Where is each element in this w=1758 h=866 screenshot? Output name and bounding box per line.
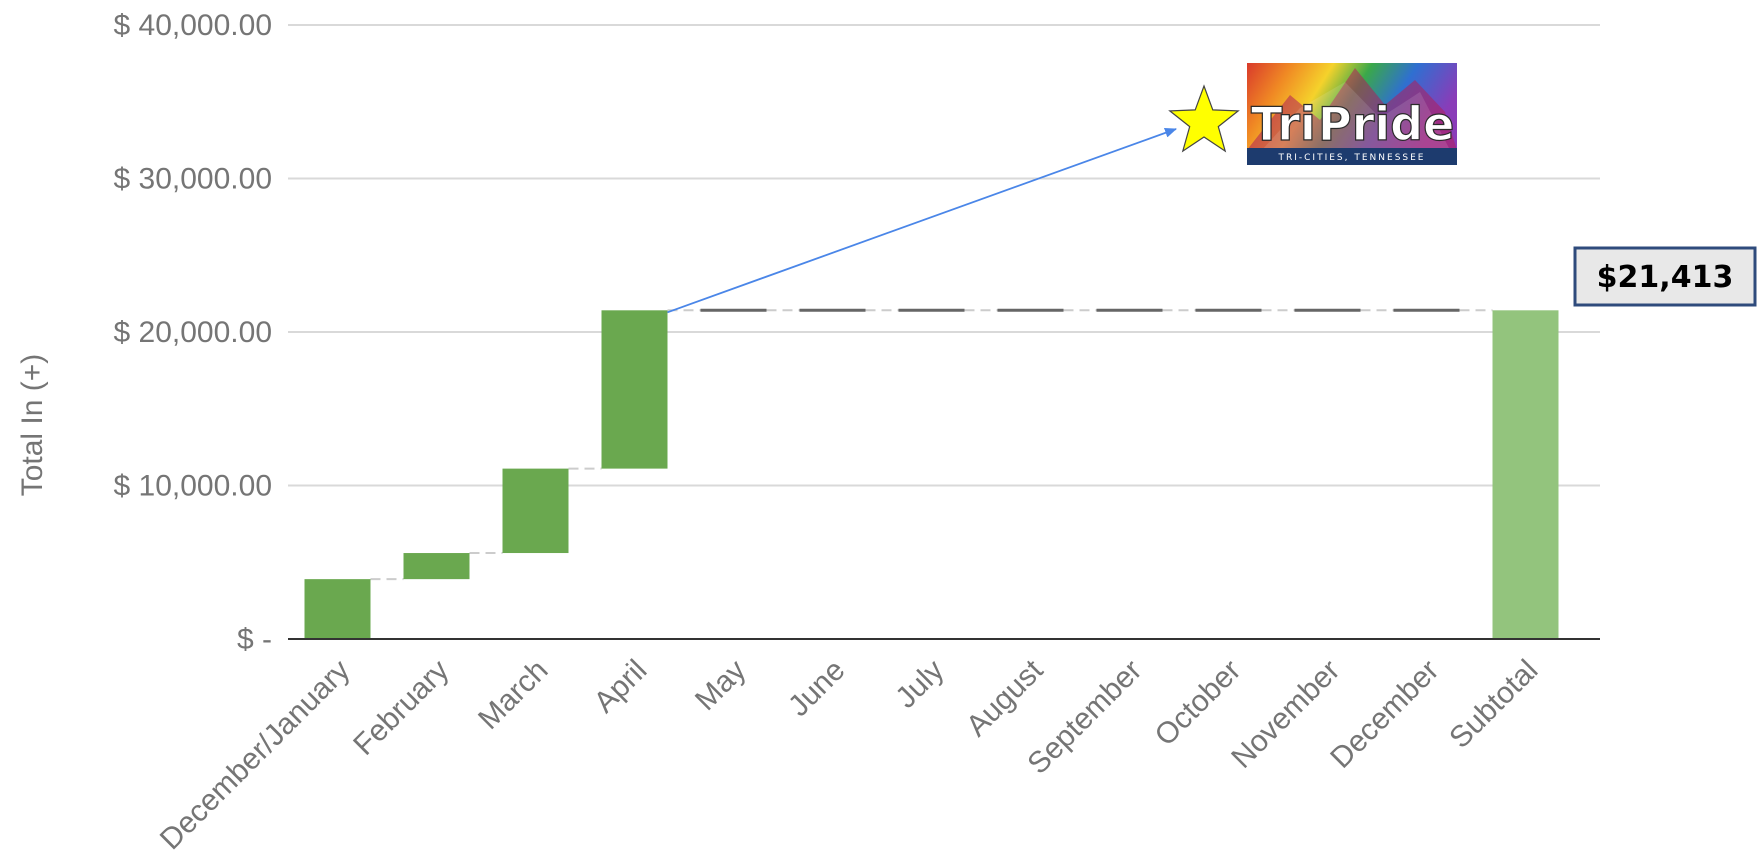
x-tick-label: October — [1149, 654, 1248, 753]
x-tick-label: Subtotal — [1443, 654, 1544, 755]
y-tick-label: $ 30,000.00 — [114, 163, 272, 196]
y-tick-label: $ 20,000.00 — [114, 316, 272, 349]
grid-lines — [288, 24, 1600, 487]
subtotal-callout: $21,413 — [1573, 246, 1757, 307]
logo-tagline: TRI-CITIES, TENNESSEE — [1278, 153, 1426, 163]
x-tick-label: April — [588, 654, 654, 720]
x-tick-label: December — [1324, 654, 1445, 775]
y-tick-label: $ 10,000.00 — [114, 470, 272, 503]
bar-1 — [304, 579, 371, 639]
logo-word-a: Tri — [1251, 97, 1316, 151]
tripride-logo: Tri Pride TRI-CITIES, TENNESSEE — [1247, 63, 1457, 165]
bar-2 — [403, 553, 470, 580]
subtotal-callout-label: $21,413 — [1597, 260, 1734, 295]
annotation — [667, 84, 1240, 314]
bars — [304, 310, 1559, 639]
bar-3 — [502, 468, 569, 554]
x-tick-label: July — [889, 654, 950, 715]
x-tick-label: May — [689, 654, 752, 717]
bar-4 — [601, 310, 668, 469]
x-tick-label: December/January — [154, 654, 357, 857]
star-icon — [1168, 84, 1240, 153]
subtotal-bar — [1492, 310, 1559, 639]
x-tick-label: August — [960, 653, 1050, 743]
y-tick-label: $ 40,000.00 — [114, 9, 272, 42]
y-axis-title: Total In (+) — [16, 354, 49, 497]
connector-lines — [370, 308, 1493, 581]
x-tick-label: June — [782, 654, 851, 723]
y-tick-label: $ - — [237, 623, 272, 656]
x-tick-label: February — [347, 654, 455, 762]
y-axis-tick-labels: $ - $ 10,000.00 $ 20,000.00 $ 30,000.00 $ 40… — [114, 9, 272, 656]
x-tick-label: March — [472, 654, 554, 736]
logo-word-b: Pride — [1318, 97, 1454, 151]
annotation-arrow — [667, 128, 1177, 314]
